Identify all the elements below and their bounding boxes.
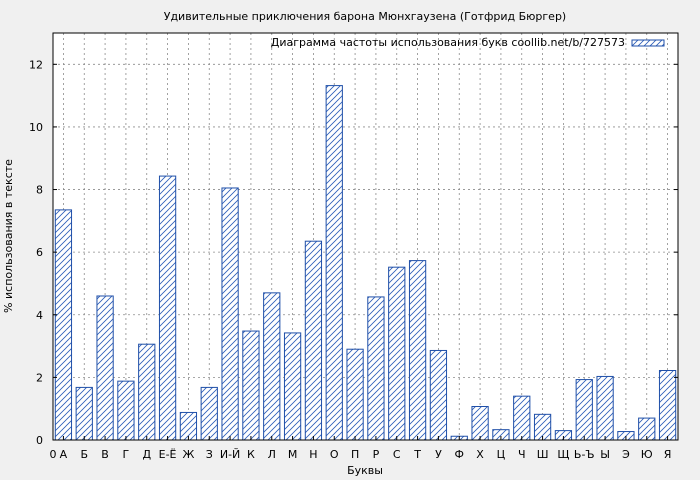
- x-tick-label-21: Х: [476, 448, 484, 461]
- x-tick-label-1: А: [60, 448, 68, 461]
- x-tick-label-15: П: [351, 448, 359, 461]
- bar-1: [54, 209, 73, 441]
- x-tick-label-16: Р: [373, 448, 380, 461]
- bar-4: [117, 380, 135, 441]
- x-tick-label-9: И-Й: [220, 448, 240, 461]
- x-tick-label-2: Б: [80, 448, 88, 461]
- y-tick-label: 4: [36, 309, 43, 322]
- y-tick-label: 10: [29, 121, 43, 134]
- legend: Диаграмма частоты использования букв coo…: [271, 36, 665, 49]
- x-tick-label-29: Ю: [641, 448, 653, 461]
- x-tick-label-13: Н: [309, 448, 317, 461]
- x-tick-label-27: Ы: [600, 448, 610, 461]
- y-tick-label: 6: [36, 246, 43, 259]
- x-tick-label-7: Ж: [182, 448, 194, 461]
- bar-26: [575, 379, 593, 441]
- plot-border: [52, 32, 679, 441]
- bar-12: [283, 332, 302, 441]
- x-tick-label-25: Щ: [557, 448, 569, 461]
- bar-8: [200, 386, 218, 441]
- bar-5: [138, 343, 156, 441]
- x-axis-ticks: 0 А Б В Г Д Е-Ё Ж З И-Й К Л М Н О П Р С Т У Ф Х Ц Ч Ш Щ Ь-Ъ Ы Э Ю Я: [50, 436, 672, 461]
- x-tick-label-17: С: [393, 448, 401, 461]
- x-tick-label-10: К: [247, 448, 255, 461]
- legend-swatch: [631, 39, 665, 47]
- x-tick-label-14: О: [330, 448, 339, 461]
- bar-18: [408, 260, 427, 441]
- bar-19: [429, 349, 448, 441]
- y-axis-ticks: 0 2 4 6 8 10 12: [29, 58, 678, 447]
- plot-area: [53, 33, 678, 440]
- bar-16: [367, 296, 385, 441]
- x-tick-label-8: З: [206, 448, 213, 461]
- x-tick-label-30: Я: [664, 448, 672, 461]
- grid: [53, 33, 678, 440]
- x-tick-label-20: Ф: [455, 448, 464, 461]
- bar-6: [158, 175, 177, 441]
- x-tick-label-18: Т: [413, 448, 421, 461]
- bar-21: [471, 406, 489, 441]
- y-tick-label: 0: [36, 434, 43, 447]
- x-tick-label-26: Ь-Ъ: [574, 448, 595, 461]
- bar-14: [325, 85, 343, 441]
- bar-11: [263, 292, 281, 441]
- y-tick-label: 8: [36, 184, 43, 197]
- bar-30: [658, 369, 677, 441]
- x-tick-label-3: В: [101, 448, 109, 461]
- y-tick-label: 12: [29, 58, 43, 71]
- x-axis-title: Буквы: [347, 464, 383, 477]
- bar-7: [179, 411, 198, 441]
- x-tick-label-23: Ч: [518, 448, 526, 461]
- bar-17: [388, 266, 406, 441]
- y-tick-label: 2: [36, 371, 43, 384]
- x-tick-label-6: Е-Ё: [159, 448, 177, 461]
- x-tick-label-22: Ц: [497, 448, 506, 461]
- legend-label: Диаграмма частоты использования букв coo…: [271, 36, 625, 49]
- x-tick-label-5: Д: [142, 448, 151, 461]
- y-axis-title: % использования в тексте: [2, 159, 15, 313]
- bar-3: [96, 295, 114, 441]
- bar-9: [221, 187, 239, 441]
- bar-2: [75, 386, 93, 441]
- bar-15: [346, 348, 364, 441]
- x-tick-label-12: М: [288, 448, 298, 461]
- x-tick-label-24: Ш: [537, 448, 549, 461]
- x-tick-label-4: Г: [123, 448, 130, 461]
- bar-23: [513, 395, 531, 441]
- bar-13: [304, 240, 323, 441]
- x-tick-label-28: Э: [622, 448, 630, 461]
- x-tick-label-origin: 0: [50, 448, 57, 461]
- x-tick-label-11: Л: [268, 448, 276, 461]
- chart-title: Удивительные приключения барона Мюнхгауз…: [164, 10, 566, 23]
- bar-27: [596, 375, 614, 441]
- x-tick-label-19: У: [435, 448, 442, 461]
- bar-10: [242, 330, 260, 441]
